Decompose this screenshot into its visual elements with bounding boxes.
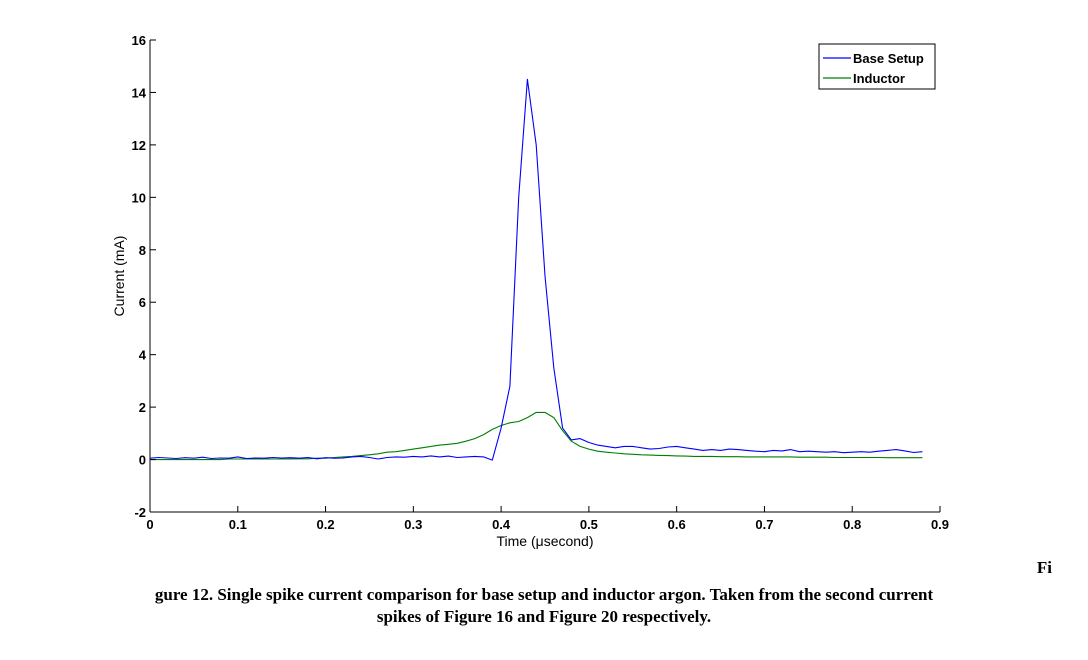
series-lines <box>149 78 923 461</box>
y-tick-label: 10 <box>132 190 146 205</box>
y-tick-label: 16 <box>132 33 146 48</box>
x-tick-label: 0.6 <box>668 517 686 532</box>
x-tick-label: 0.3 <box>404 517 422 532</box>
x-tick-label: 0.7 <box>755 517 773 532</box>
x-tick-label: 0.8 <box>843 517 861 532</box>
y-axis-ticks: -2 0 2 4 6 8 10 12 14 16 <box>132 33 156 520</box>
figure-caption-line-1: gure 12. Single spike current comparison… <box>154 585 934 604</box>
figure-caption-line-2: spikes of Figure 16 and Figure 20 respec… <box>376 607 712 626</box>
x-tick-label: 0 <box>146 517 153 532</box>
x-axis-ticks: 0 0.1 0.2 0.3 0.4 0.5 0.6 0.7 0.8 0.9 <box>146 506 949 532</box>
series-line-inductor <box>150 411 923 461</box>
y-tick-label: 8 <box>139 243 146 258</box>
x-tick-label: 0.1 <box>229 517 247 532</box>
chart: 0 0.1 0.2 0.3 0.4 0.5 0.6 0.7 0.8 0.9 -2024681012… <box>111 33 949 549</box>
y-tick-label: 4 <box>139 348 147 363</box>
series-line-base-setup <box>149 78 923 461</box>
y-axis-label: Current (mA) <box>111 236 127 317</box>
x-tick-label: 0.5 <box>580 517 598 532</box>
y-tick-label: -2 <box>134 505 146 520</box>
legend-label: Inductor <box>853 71 905 86</box>
plot-area <box>149 40 940 513</box>
x-axis-label: Time (μsecond) <box>496 533 593 549</box>
legend-label: Base Setup <box>853 51 924 66</box>
x-tick-label: 0.4 <box>492 517 511 532</box>
legend-box <box>818 43 936 90</box>
y-tick-label: 0 <box>139 453 146 468</box>
y-tick-label: 2 <box>139 400 146 415</box>
y-tick-label: 12 <box>132 138 146 153</box>
y-tick-label: 6 <box>139 295 146 310</box>
legend: Base Setup Inductor <box>818 43 936 90</box>
caption-fragment: Fi <box>1036 558 1052 577</box>
x-tick-label: 0.9 <box>931 517 949 532</box>
y-tick-label: 14 <box>132 85 147 100</box>
x-tick-label: 0.2 <box>317 517 335 532</box>
